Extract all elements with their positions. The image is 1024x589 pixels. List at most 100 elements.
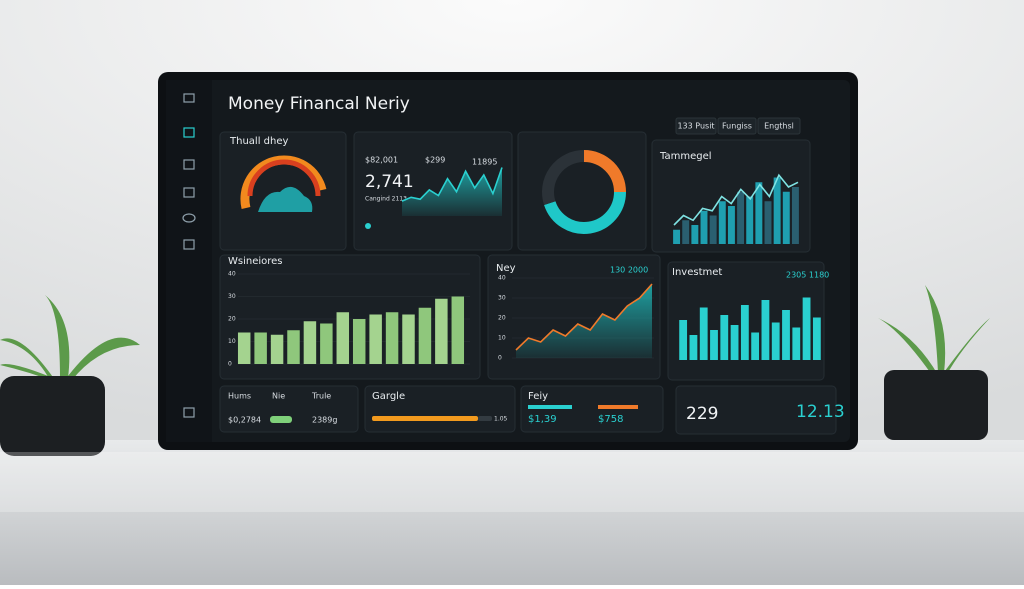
bar xyxy=(435,298,448,364)
footer-label: Trule xyxy=(311,392,331,401)
y-tick-label: 30 xyxy=(228,293,236,300)
bar xyxy=(746,196,754,244)
card-title: Tammegel xyxy=(659,151,712,162)
bar xyxy=(718,201,726,244)
donut-segment xyxy=(544,191,626,234)
bar xyxy=(682,220,690,244)
bar xyxy=(689,335,698,360)
area xyxy=(402,167,502,216)
bar xyxy=(679,320,688,360)
plant-right xyxy=(878,285,990,440)
gauge-inner xyxy=(247,159,321,197)
summary-caption: Cangind 2113 xyxy=(365,196,407,203)
y-tick-label: 30 xyxy=(498,295,506,302)
bar xyxy=(451,296,465,364)
bar xyxy=(336,312,350,364)
footer-label: Hums xyxy=(228,392,251,401)
bar xyxy=(771,322,780,360)
bar xyxy=(812,317,821,360)
footer-value: 2389g xyxy=(312,416,337,425)
bar xyxy=(761,300,770,360)
footer-label: Nie xyxy=(272,392,285,401)
card-title: Ney xyxy=(496,263,516,274)
card-title: Investmet xyxy=(672,267,722,278)
progress-bar xyxy=(528,405,572,409)
y-tick-label: 10 xyxy=(228,338,236,345)
stat: $82,001 xyxy=(365,156,398,165)
bar xyxy=(418,307,432,364)
y-tick-label: 40 xyxy=(228,271,236,278)
bar xyxy=(673,229,681,244)
desk-reflection xyxy=(0,452,1024,512)
badge: 2305 1180 xyxy=(786,271,829,280)
bar xyxy=(709,215,717,244)
legend-dot xyxy=(365,223,371,229)
bar xyxy=(782,191,790,244)
footer-value: $0,2784 xyxy=(228,416,261,425)
plant-left xyxy=(0,295,140,456)
bar xyxy=(782,310,790,360)
donut-segment xyxy=(583,150,626,193)
footer-value: 1.05 xyxy=(494,416,508,423)
bar xyxy=(352,319,366,364)
bar xyxy=(254,332,267,364)
card-title: Thuall dhey xyxy=(229,136,288,147)
progress-bar xyxy=(598,405,638,409)
bar xyxy=(727,206,735,244)
bar xyxy=(737,191,745,244)
bar xyxy=(691,225,699,244)
bar xyxy=(740,305,749,360)
sidebar xyxy=(166,80,212,442)
line xyxy=(401,167,503,202)
footer-value: $1,39 xyxy=(528,414,557,425)
area xyxy=(516,284,652,358)
stat: 11895 xyxy=(472,158,497,167)
bar xyxy=(751,332,760,360)
line xyxy=(515,283,653,351)
summary-value: 2,741 xyxy=(365,172,414,192)
gauge-fill xyxy=(258,186,313,212)
y-tick-label: 0 xyxy=(498,355,502,362)
tab-label[interactable]: 133 Pusit xyxy=(677,122,714,131)
donut-segment xyxy=(542,150,585,205)
bar xyxy=(699,307,708,360)
bar xyxy=(802,297,811,360)
footer-value: $758 xyxy=(598,414,623,425)
bar xyxy=(720,315,729,360)
bar xyxy=(773,177,781,244)
tab[interactable] xyxy=(675,117,717,135)
tab-label[interactable]: Engthsl xyxy=(764,122,794,131)
bar xyxy=(237,332,251,364)
bar xyxy=(402,314,415,364)
y-tick-label: 20 xyxy=(498,315,506,322)
bar xyxy=(792,327,801,360)
bar xyxy=(755,182,763,244)
bar xyxy=(369,314,382,364)
bar xyxy=(730,325,739,360)
bar xyxy=(700,210,708,244)
line xyxy=(673,173,799,226)
bar xyxy=(287,330,300,364)
bar xyxy=(303,321,317,364)
bar xyxy=(270,334,284,364)
bar xyxy=(710,330,718,360)
footer-pill xyxy=(270,416,292,423)
y-tick-label: 20 xyxy=(228,316,236,323)
desk xyxy=(0,440,1024,585)
footer-title: Gargle xyxy=(372,391,405,402)
progress-track xyxy=(478,416,492,421)
tab[interactable] xyxy=(757,117,801,135)
footer-title: Feiy xyxy=(528,391,548,402)
tab-label[interactable]: Fungiss xyxy=(722,122,752,131)
bar xyxy=(791,187,799,244)
y-tick-label: 10 xyxy=(498,335,506,342)
bar xyxy=(764,201,772,244)
footer-value: 229 xyxy=(686,404,718,424)
footer-value: 12.13 xyxy=(796,402,845,422)
stat: $299 xyxy=(425,156,445,165)
tab[interactable] xyxy=(717,117,757,135)
bar xyxy=(385,312,399,364)
y-tick-label: 40 xyxy=(498,275,506,282)
